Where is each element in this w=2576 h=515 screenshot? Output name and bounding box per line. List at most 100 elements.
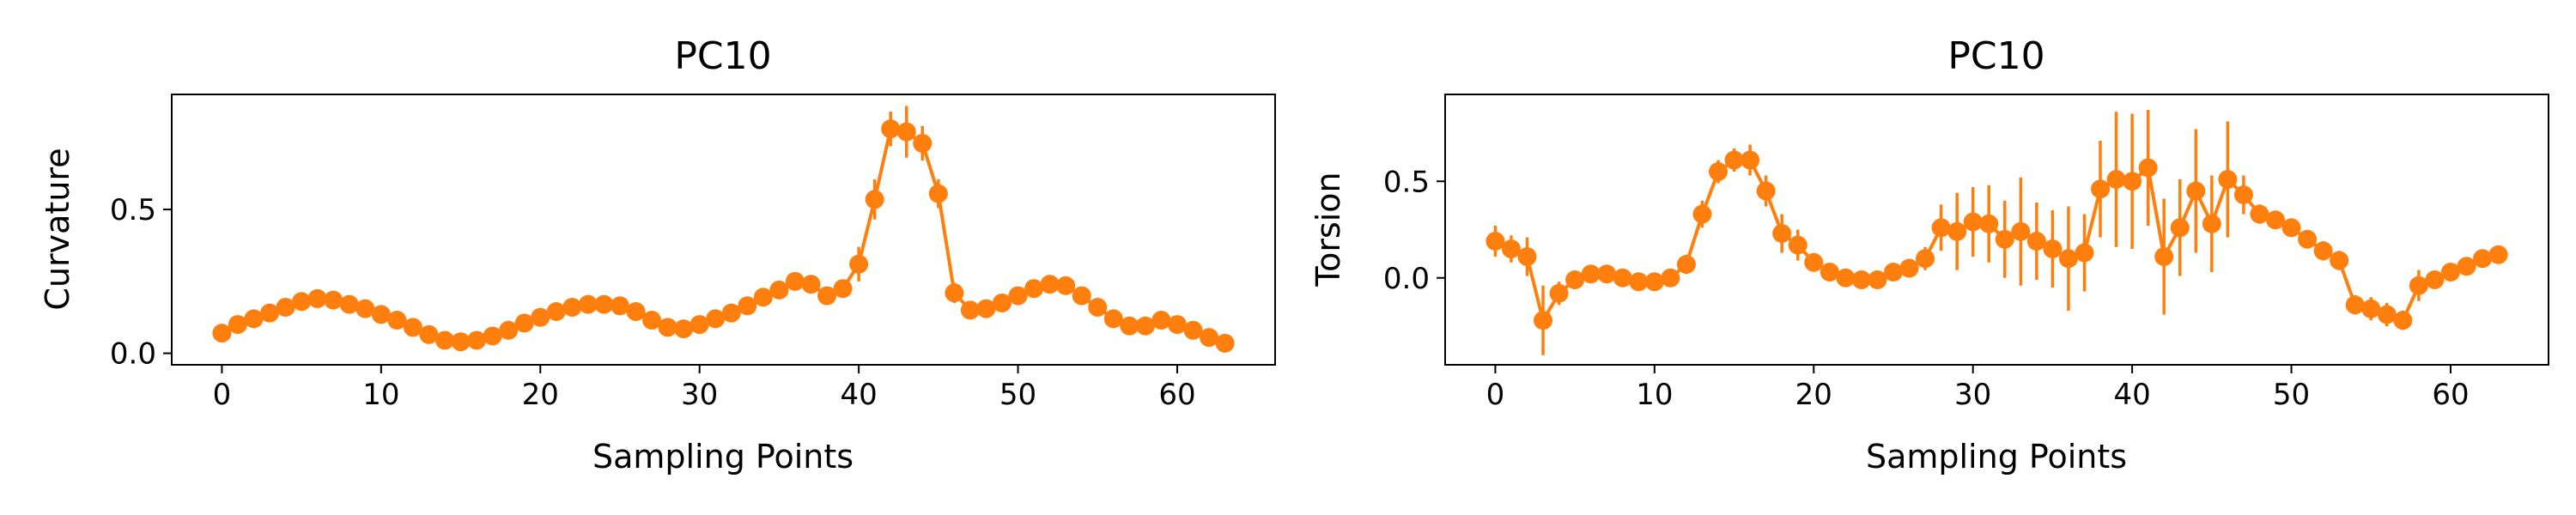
data-point (1788, 235, 1807, 255)
data-point (1151, 311, 1171, 330)
data-point (260, 303, 280, 323)
data-point (1676, 255, 1696, 274)
data-point (467, 330, 487, 350)
data-point (738, 296, 757, 316)
data-point (2313, 241, 2333, 261)
y-axis-label: Curvature (39, 148, 76, 310)
data-point (976, 299, 996, 318)
data-point (1040, 275, 1060, 294)
data-point (2440, 263, 2460, 282)
data-point (228, 315, 247, 335)
data-marks (1485, 110, 2508, 355)
data-point (2011, 221, 2031, 241)
data-point (355, 299, 375, 318)
chart-title: PC10 (1947, 34, 2044, 78)
data-point (2457, 257, 2476, 276)
data-point (610, 296, 629, 316)
data-point (881, 119, 901, 139)
data-point (1820, 263, 1839, 282)
x-tick-label: 20 (522, 378, 559, 412)
data-point (2250, 204, 2269, 224)
data-point (706, 309, 726, 329)
data-point (2488, 245, 2508, 264)
data-point (1741, 150, 1760, 170)
chart-torsion: 0 10 20 30 40 50 60 0.0 0.5 PC10 Sampling Point… (1309, 34, 2549, 476)
x-axis-label: Sampling Points (592, 438, 854, 476)
data-point (1868, 270, 1887, 289)
data-point (1995, 229, 2014, 249)
data-point (690, 315, 709, 335)
y-axis-ticks: 0.0 0.5 (110, 193, 172, 372)
data-point (1581, 264, 1601, 284)
data-point (1756, 181, 1776, 201)
data-point (658, 318, 677, 337)
x-tick-label: 30 (681, 378, 718, 412)
data-point (1534, 311, 1553, 330)
x-tick-label: 60 (2432, 378, 2469, 412)
data-point (1916, 249, 1935, 269)
data-point (1056, 276, 1076, 295)
data-point (2075, 243, 2094, 263)
data-point (2202, 214, 2221, 233)
data-point (403, 318, 422, 337)
data-point (753, 288, 773, 307)
data-point (1120, 316, 1139, 336)
data-point (1135, 316, 1155, 336)
data-point (2377, 305, 2397, 324)
data-point (674, 319, 694, 339)
chart-title: PC10 (674, 34, 771, 78)
x-tick-label: 40 (2113, 378, 2150, 412)
data-point (514, 313, 534, 333)
data-point (2170, 218, 2190, 238)
data-point (2425, 270, 2445, 289)
x-axis-ticks: 0 10 20 30 40 50 60 (1486, 365, 2470, 412)
data-marks (212, 106, 1235, 353)
data-point (801, 275, 821, 294)
data-point (2265, 210, 2285, 230)
data-point (2091, 179, 2111, 199)
data-point (1644, 272, 1664, 292)
chart-curvature: 0 10 20 30 40 50 60 0.0 0.5 PC10 Sampling Point… (39, 34, 1276, 476)
data-point (833, 279, 853, 299)
x-tick-label: 50 (2273, 378, 2310, 412)
data-point (1836, 268, 1856, 288)
data-point (2361, 299, 2381, 318)
y-axis-ticks: 0.0 0.5 (1383, 165, 1445, 296)
data-point (1167, 315, 1187, 335)
x-tick-label: 30 (1954, 378, 1991, 412)
x-axis-ticks: 0 10 20 30 40 50 60 (213, 365, 1196, 412)
data-point (2043, 239, 2063, 258)
data-point (1485, 232, 1505, 251)
data-point (2345, 295, 2365, 315)
data-point (721, 303, 741, 323)
data-point (2123, 172, 2142, 191)
data-point (2026, 232, 2046, 251)
data-point (865, 190, 884, 209)
data-point (292, 292, 312, 312)
data-point (2281, 218, 2301, 238)
data-point (1724, 150, 1744, 170)
y-tick-label: 0.5 (1383, 165, 1430, 199)
data-point (1709, 162, 1728, 181)
data-point (1008, 286, 1028, 306)
data-point (594, 294, 614, 314)
data-point (849, 254, 869, 274)
data-point (435, 330, 455, 350)
data-point (483, 326, 502, 346)
data-point (1549, 283, 1569, 303)
data-point (1215, 333, 1235, 353)
x-tick-label: 60 (1158, 378, 1195, 412)
plot-frame (171, 94, 1276, 366)
data-point (2186, 181, 2206, 201)
data-point (499, 320, 519, 340)
data-point (817, 286, 837, 306)
data-point (276, 297, 295, 317)
data-point (1072, 286, 1091, 306)
data-point (913, 133, 933, 153)
y-axis-label: Torsion (1309, 172, 1347, 287)
data-point (2409, 276, 2428, 295)
data-point (1692, 204, 1712, 224)
data-point (2058, 249, 2078, 269)
x-tick-label: 0 (213, 378, 232, 412)
